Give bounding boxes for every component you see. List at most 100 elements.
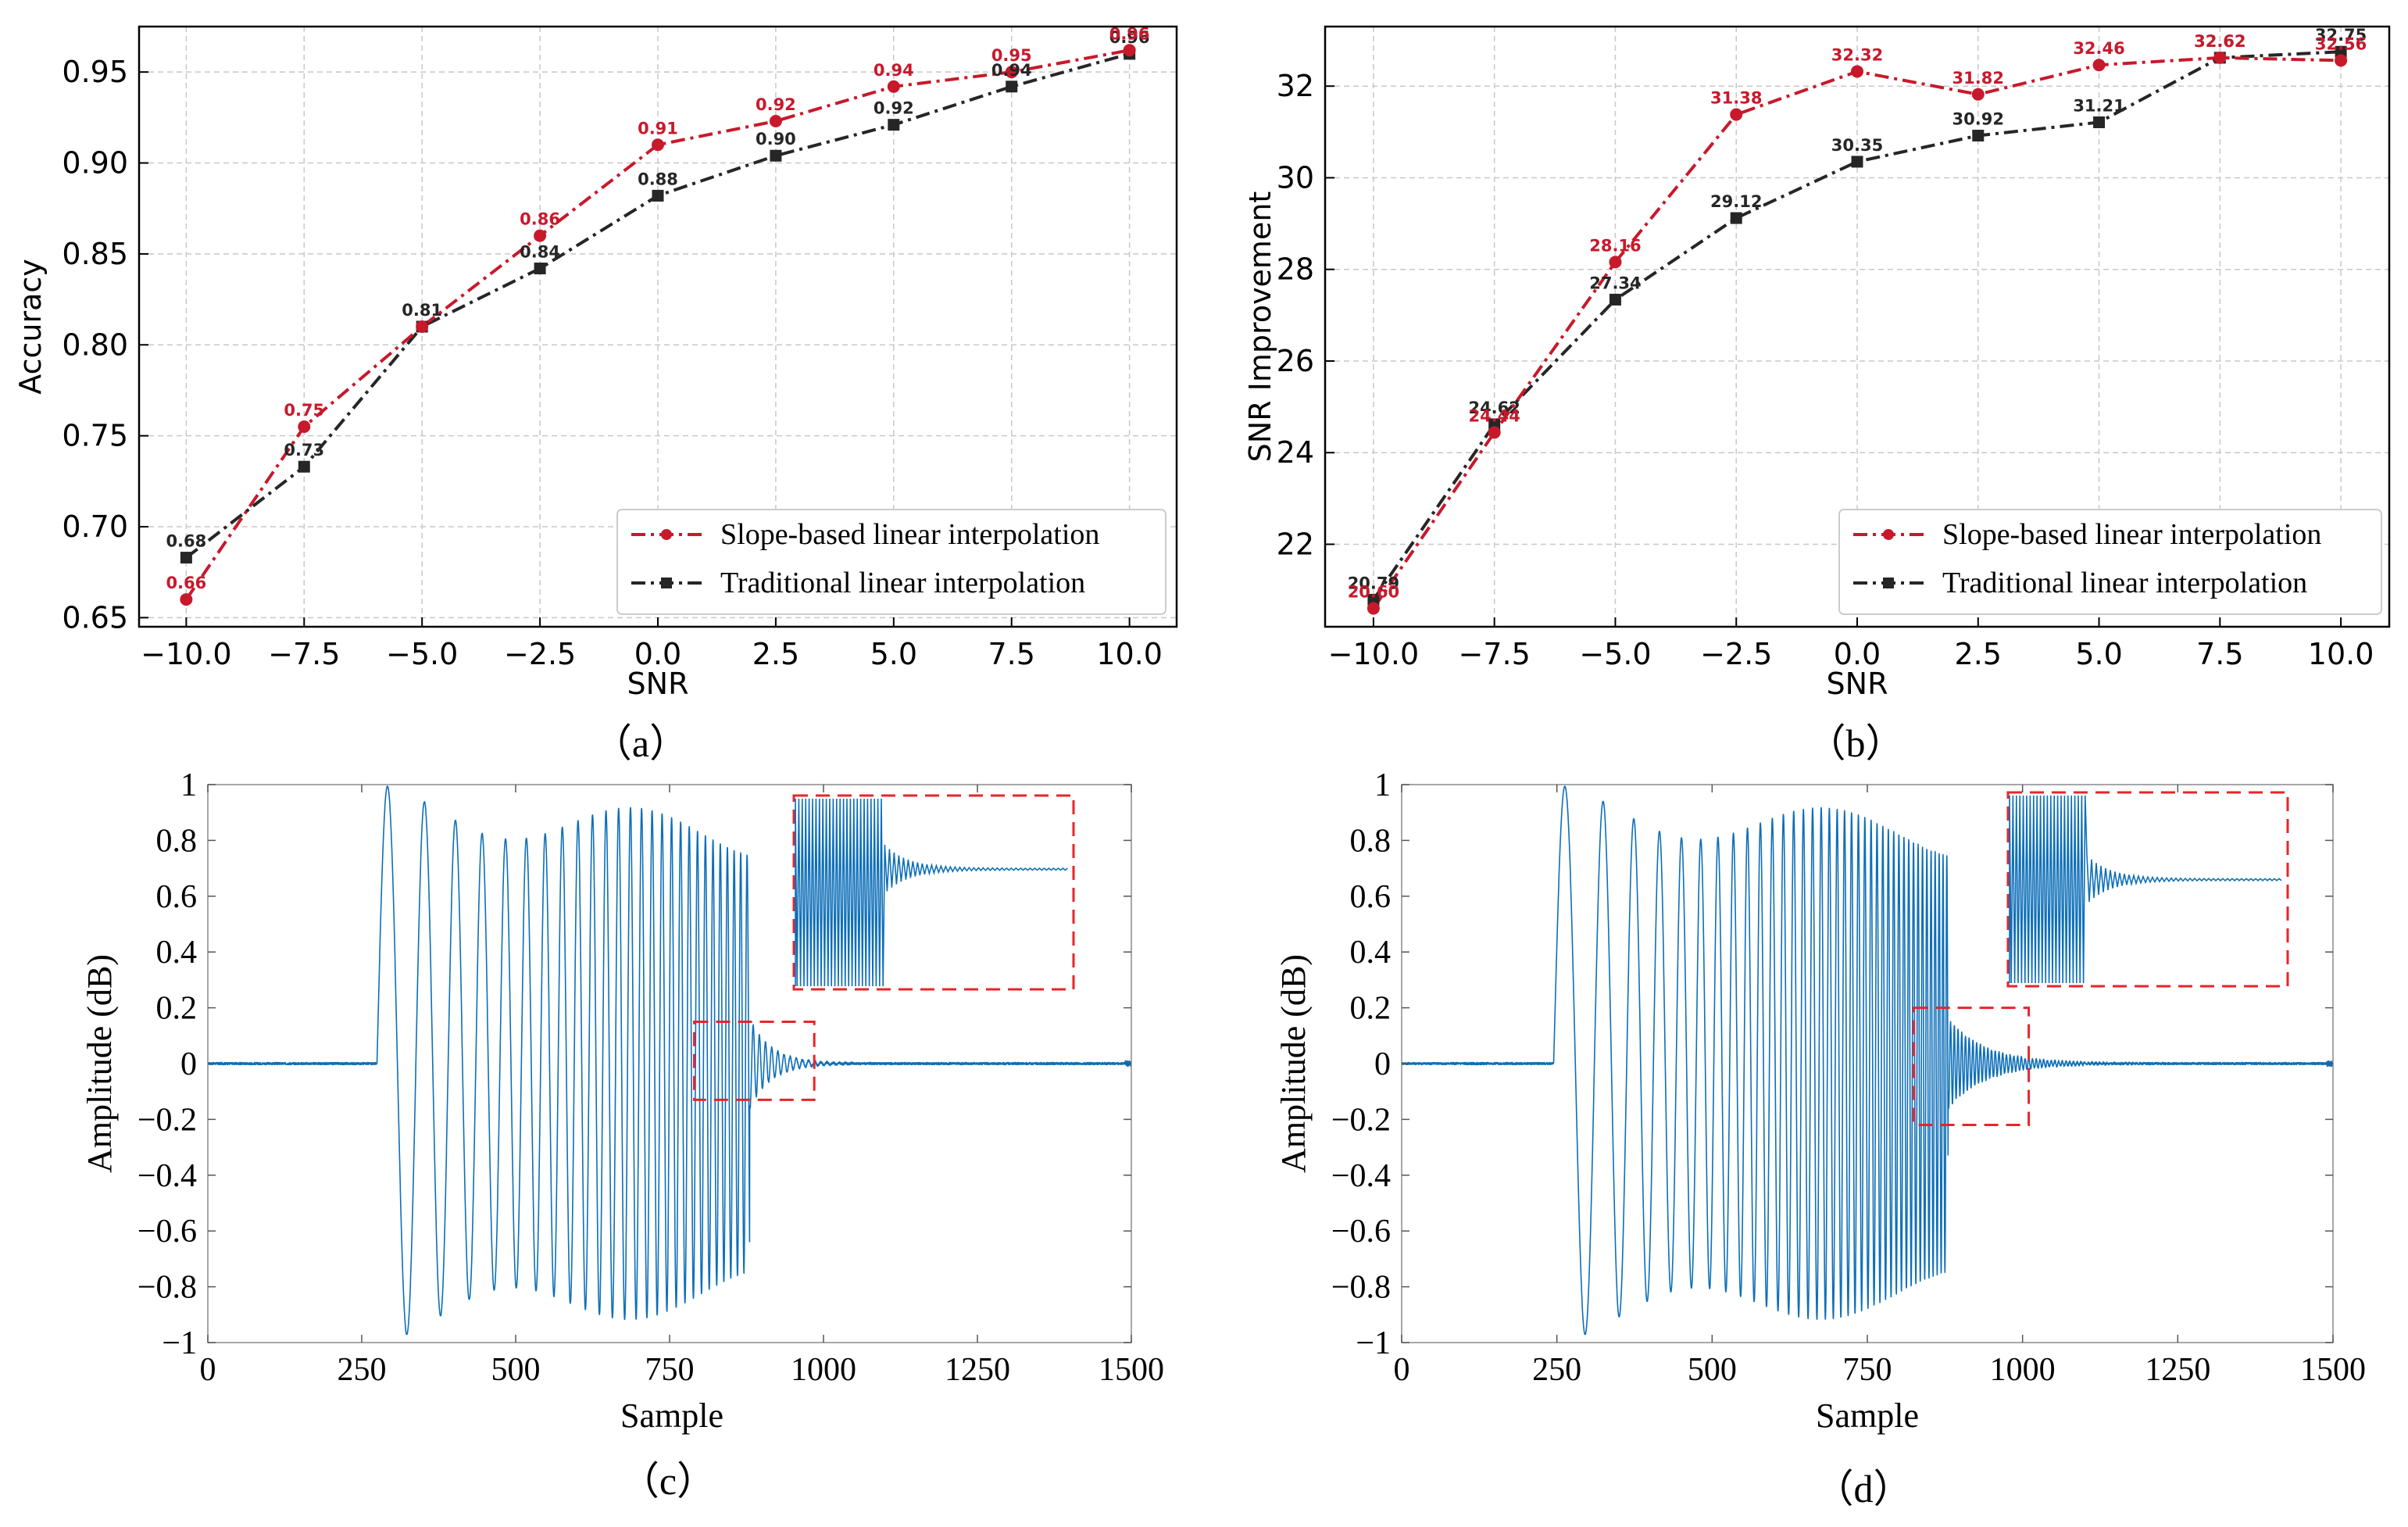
data-label: 29.12 (1710, 192, 1762, 211)
x-tick-label: 1000 (791, 1352, 856, 1388)
x-tick-label: −5.0 (1579, 637, 1651, 671)
data-label: 0.90 (756, 130, 796, 148)
data-label: 28.16 (1589, 236, 1641, 255)
legend-marker-traditional (661, 578, 672, 588)
x-axis-label: SNR (627, 667, 689, 701)
data-label: 24.44 (1468, 406, 1520, 425)
data-label: 0.91 (638, 119, 678, 138)
x-tick-label: −10.0 (1328, 637, 1419, 671)
y-tick-label: 0 (180, 1046, 197, 1082)
zoom-region-box (693, 1020, 816, 1101)
panel-a-accuracy-chart: 0.68 0.73 0.81 0.84 0.88 0.90 0.92 0.94 0.96 0.66… (13, 24, 1178, 765)
series-line-slope (184, 48, 1130, 601)
y-tick-label: 0.2 (1350, 991, 1392, 1027)
marker-point (2335, 54, 2348, 67)
marker-point (1488, 426, 1501, 439)
zoom-region-box (1913, 1007, 2031, 1127)
series-markers (1367, 45, 2348, 615)
data-label: 27.34 (1589, 274, 1641, 292)
y-tick-label: 0.95 (62, 55, 128, 89)
panel-b-snr-improvement-chart: 20.79 24.62 27.34 29.12 30.35 30.92 31.21 32.62… (1243, 25, 2391, 765)
y-tick-label: −0.4 (1331, 1158, 1391, 1194)
zoom-inset (2006, 791, 2289, 988)
x-tick-label: 0.0 (1834, 637, 1881, 671)
marker-point (298, 460, 310, 473)
x-tick-label: 5.0 (870, 637, 917, 671)
x-axis-label: Sample (1816, 1396, 1919, 1435)
legend: Slope-based linear interpolation Traditi… (1838, 509, 2382, 615)
y-tick-label: 0.90 (62, 146, 128, 181)
data-label: 0.95 (991, 46, 1032, 65)
panel-c-signal-plot: 0 250 500 750 1000 1250 1500 1 0.8 0.6 0.4 0.2 0 −0.2… (80, 767, 1164, 1503)
marker-point (1730, 108, 1743, 121)
marker-point (1971, 88, 1985, 101)
marker-point (1609, 256, 1622, 269)
x-axis-label: Sample (620, 1396, 723, 1435)
marker-point (180, 552, 192, 564)
marker-point (1123, 44, 1136, 57)
data-label: 32.46 (2073, 39, 2124, 58)
y-tick-label: 28 (1277, 252, 1314, 287)
y-tick-label: 0.65 (62, 600, 128, 635)
y-tick-label: 32 (1277, 69, 1314, 103)
signal-waveform (207, 785, 1132, 1336)
marker-point (652, 189, 664, 202)
panel-caption-b: （b） (1807, 721, 1905, 765)
data-label: 0.75 (284, 401, 324, 420)
axis-ticks: −10.0 −7.5 −5.0 −2.5 0.0 2.5 5.0 7.5 10.0 22 24 26 2… (1277, 69, 2374, 671)
y-tick-label: 0.6 (156, 879, 198, 915)
marker-point (180, 593, 193, 606)
y-tick-label: −1 (1356, 1325, 1391, 1361)
marker-point (1005, 66, 1018, 79)
data-label: 20.79 (1348, 574, 1399, 592)
data-label: 31.82 (1952, 69, 2004, 88)
x-tick-label: 500 (491, 1352, 541, 1388)
y-tick-label: −0.8 (1331, 1270, 1391, 1306)
data-label: 0.94 (991, 61, 1032, 80)
data-labels: 20.79 24.62 27.34 29.12 30.35 30.92 31.21 32.62… (1348, 26, 2367, 601)
y-tick-label: 26 (1277, 344, 1314, 378)
data-label: 0.81 (402, 301, 442, 320)
x-tick-label: 0.0 (634, 637, 681, 671)
x-tick-label: 7.5 (988, 637, 1035, 671)
data-label: 0.92 (756, 95, 796, 114)
axis-ticks: 0 250 500 750 1000 1250 1500 1 0.8 0.6 0.4 0.2 0 −0.2… (1331, 767, 2366, 1388)
data-label: 24.62 (1468, 399, 1520, 417)
y-axis-label: Accuracy (13, 259, 48, 395)
marker-point (2092, 59, 2106, 72)
x-tick-label: 1250 (945, 1352, 1010, 1388)
inset-waveform (795, 798, 1068, 987)
x-axis-label: SNR (1827, 667, 1888, 701)
x-tick-label: −7.5 (1459, 637, 1531, 671)
data-labels: 0.68 0.73 0.81 0.84 0.88 0.90 0.92 0.94 0.96 0.66… (166, 24, 1149, 592)
inset-waveform (2009, 795, 2282, 984)
y-tick-label: 0.4 (1350, 935, 1392, 971)
axis-ticks: −10.0 −7.5 −5.0 −2.5 0.0 2.5 5.0 7.5 10.0 0.65 0.7… (62, 55, 1163, 671)
panel-d-signal-plot: 0 250 500 750 1000 1250 1500 1 0.8 0.6 0.4 0.2 0 −0.2… (1274, 767, 2366, 1511)
zoom-inset (792, 794, 1075, 991)
marker-point (1851, 65, 1863, 78)
x-tick-label: 1250 (2145, 1352, 2210, 1388)
y-tick-label: −0.8 (138, 1270, 197, 1306)
x-tick-label: 1500 (1099, 1352, 1164, 1388)
legend-box (1838, 509, 2382, 615)
legend: Slope-based linear interpolation Traditi… (616, 509, 1166, 615)
data-label: 32.62 (2194, 32, 2245, 51)
x-tick-label: 10.0 (2308, 637, 2374, 671)
y-tick-label: 1 (1374, 767, 1391, 803)
x-tick-label: 750 (1843, 1352, 1892, 1388)
y-tick-label: 0.85 (62, 237, 128, 271)
x-tick-label: −5.0 (386, 637, 458, 671)
y-tick-label: 30 (1277, 160, 1314, 195)
y-tick-label: −0.2 (1331, 1102, 1391, 1138)
x-tick-label: 250 (338, 1352, 387, 1388)
data-label: 32.32 (1831, 45, 1883, 64)
y-tick-label: −0.6 (1331, 1214, 1391, 1250)
x-tick-label: 0 (1394, 1352, 1410, 1388)
legend-label-traditional: Traditional linear interpolation (1942, 567, 2307, 599)
legend-label-slope: Slope-based linear interpolation (720, 518, 1099, 551)
legend-marker-traditional (1883, 578, 1894, 588)
x-tick-label: 2.5 (1955, 637, 2002, 671)
marker-point (769, 115, 782, 128)
